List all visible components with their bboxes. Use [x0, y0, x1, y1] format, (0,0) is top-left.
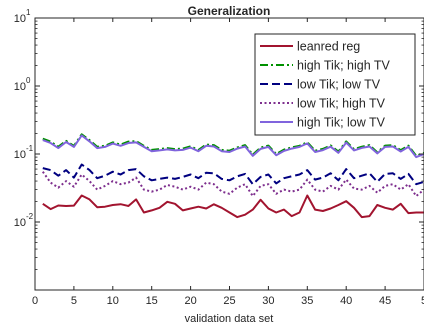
y-tick-label-exponent: -2 [26, 212, 34, 221]
y-tick-label: 10 [14, 217, 26, 229]
legend-label-3: low Tik; high TV [297, 97, 386, 111]
chart-title: Generalization [188, 4, 271, 18]
y-tick-label-exponent: 0 [26, 76, 31, 85]
legend-label-0: leanred reg [297, 40, 360, 54]
y-tick-label-exponent: 1 [26, 8, 31, 17]
legend-label-1: high Tik; high TV [297, 59, 391, 73]
legend-box [254, 33, 416, 136]
y-tick-label: 10 [14, 149, 26, 161]
series-line-0 [42, 194, 424, 219]
x-tick-label: 10 [107, 295, 119, 307]
series-line-1 [42, 133, 424, 157]
x-axis-label: validation data set [185, 313, 274, 325]
legend-label-4: high Tik; low TV [297, 116, 386, 130]
x-tick-label: 25 [223, 295, 235, 307]
x-tick-label: 30 [262, 295, 274, 307]
x-tick-label: 5 [421, 295, 424, 307]
y-tick-label: 10 [14, 81, 26, 93]
x-tick-label: 0 [32, 295, 38, 307]
series-line-2 [42, 163, 424, 186]
x-tick-label: 15 [146, 295, 158, 307]
x-tick-label: 5 [71, 295, 77, 307]
series-layer [41, 133, 424, 219]
y-tick-label-exponent: -1 [26, 144, 34, 153]
x-tick-label: 35 [301, 295, 313, 307]
legend: leanred reg high Tik; high TV low Tik; low… [254, 33, 416, 136]
series-line-4 [42, 134, 424, 159]
x-tick-label: 45 [379, 295, 391, 307]
y-tick-label: 10 [14, 13, 26, 25]
legend-label-2: low Tik; low TV [297, 78, 381, 92]
x-tick-label: 20 [184, 295, 196, 307]
x-tick-label: 40 [340, 295, 352, 307]
